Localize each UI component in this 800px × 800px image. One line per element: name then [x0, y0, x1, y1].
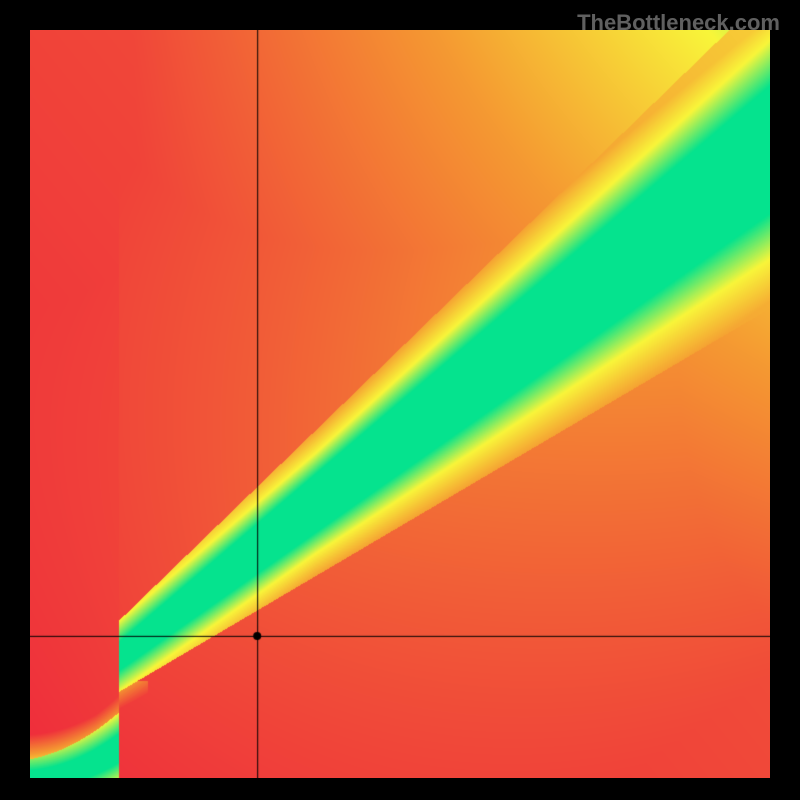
bottleneck-heatmap	[30, 30, 770, 778]
watermark-text: TheBottleneck.com	[577, 10, 780, 36]
